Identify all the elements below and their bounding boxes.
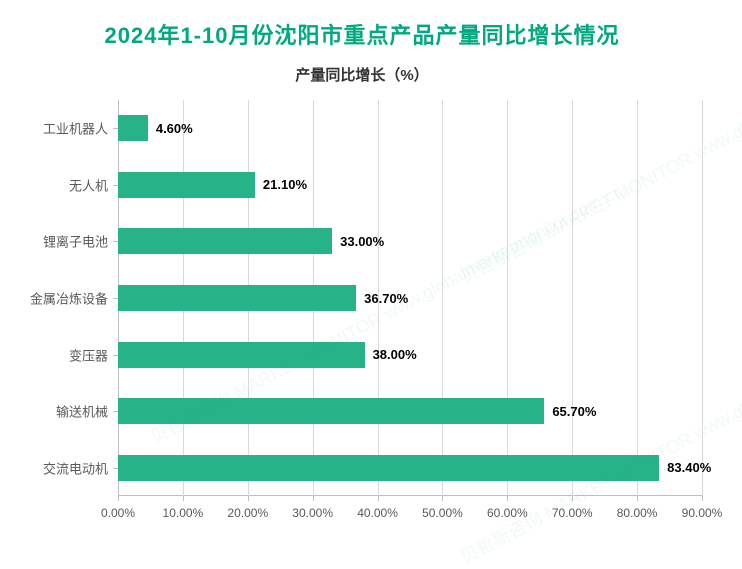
x-tick-label: 20.00%: [227, 506, 268, 520]
x-tick-mark: [637, 496, 638, 501]
bar-value-label: 4.60%: [156, 121, 193, 136]
x-tick-label: 10.00%: [163, 506, 204, 520]
x-tick-mark: [183, 496, 184, 501]
y-category-label: 变压器: [69, 345, 108, 364]
x-tick-mark: [248, 496, 249, 501]
x-tick-mark: [313, 496, 314, 501]
bar: [118, 398, 544, 424]
gridline: [702, 100, 703, 496]
plot-area: 0.00%10.00%20.00%30.00%40.00%50.00%60.00…: [118, 100, 702, 496]
bar-value-label: 36.70%: [364, 291, 408, 306]
bar: [118, 342, 365, 368]
bar: [118, 455, 659, 481]
y-category-label: 工业机器人: [43, 119, 108, 138]
bar-value-label: 38.00%: [373, 347, 417, 362]
bar: [118, 285, 356, 311]
x-tick-mark: [572, 496, 573, 501]
x-tick-label: 50.00%: [422, 506, 463, 520]
y-category-label: 金属冶炼设备: [30, 289, 108, 308]
chart-subtitle: 产量同比增长（%）: [10, 64, 714, 85]
gridline: [507, 100, 508, 496]
x-axis-line: [118, 495, 702, 496]
chart-title: 2024年1-10月份沈阳市重点产品产量同比增长情况: [10, 18, 714, 50]
x-tick-label: 90.00%: [682, 506, 723, 520]
x-tick-mark: [507, 496, 508, 501]
x-tick-label: 80.00%: [617, 506, 658, 520]
y-category-label: 锂离子电池: [43, 232, 108, 251]
bar: [118, 172, 255, 198]
gridline: [572, 100, 573, 496]
x-tick-label: 60.00%: [487, 506, 528, 520]
x-tick-label: 0.00%: [101, 506, 135, 520]
x-tick-label: 70.00%: [552, 506, 593, 520]
bar-value-label: 33.00%: [340, 234, 384, 249]
x-tick-label: 30.00%: [292, 506, 333, 520]
bar-value-label: 65.70%: [552, 404, 596, 419]
bar-value-label: 21.10%: [263, 177, 307, 192]
x-tick-mark: [378, 496, 379, 501]
gridline: [637, 100, 638, 496]
x-tick-mark: [118, 496, 119, 501]
x-tick-mark: [442, 496, 443, 501]
y-category-label: 输送机械: [56, 402, 108, 421]
bar: [118, 115, 148, 141]
y-category-label: 交流电动机: [43, 458, 108, 477]
x-tick-label: 40.00%: [357, 506, 398, 520]
gridline: [442, 100, 443, 496]
x-tick-mark: [702, 496, 703, 501]
y-category-label: 无人机: [69, 175, 108, 194]
chart-container: 2024年1-10月份沈阳市重点产品产量同比增长情况 产量同比增长（%） 0.0…: [0, 0, 742, 562]
bar-value-label: 83.40%: [667, 460, 711, 475]
bar: [118, 228, 332, 254]
